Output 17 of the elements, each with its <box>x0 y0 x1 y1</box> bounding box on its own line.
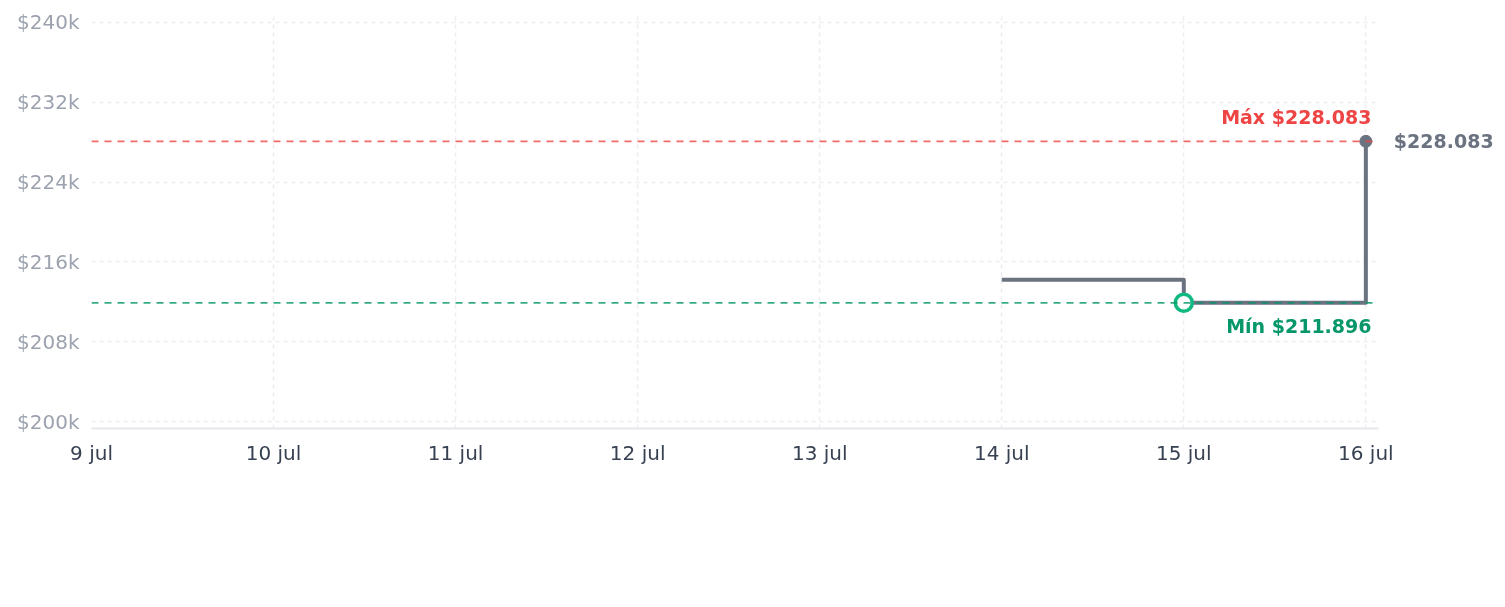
data-label: $228.083 <box>1393 130 1494 153</box>
x-tick-label: 9 jul <box>70 440 113 465</box>
x-tick-label: 10 jul <box>245 440 302 465</box>
x-tick-label: 16 jul <box>1338 440 1394 465</box>
y-tick-label: $224k <box>17 170 80 195</box>
ref-line-label: Mín $211.896 <box>1226 314 1372 337</box>
x-tick-label: 13 jul <box>791 440 848 465</box>
ref-line-label: Máx $228.083 <box>1221 106 1372 129</box>
y-tick-label: $216k <box>17 249 80 274</box>
x-tick-label: 14 jul <box>973 440 1030 465</box>
x-tick-label: 12 jul <box>609 440 666 465</box>
y-tick-label: $232k <box>17 90 80 115</box>
x-tick-label: 15 jul <box>1156 440 1212 465</box>
x-tick-label: 11 jul <box>427 440 484 465</box>
y-tick-label: $240k <box>17 10 80 35</box>
y-tick-label: $200k <box>17 409 80 434</box>
y-tick-label: $208k <box>17 329 80 354</box>
